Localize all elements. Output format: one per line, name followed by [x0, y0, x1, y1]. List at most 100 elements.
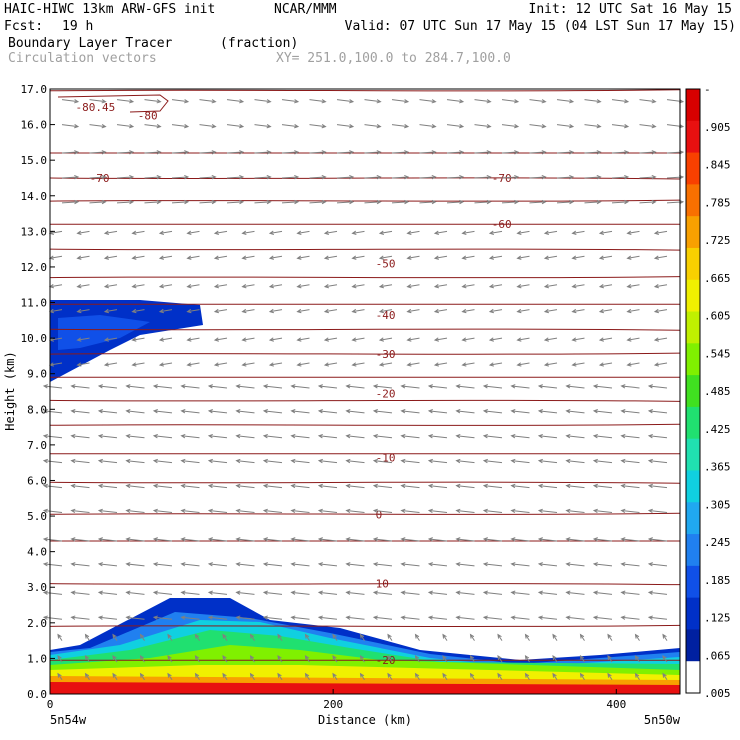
vector-arrow: [317, 537, 338, 542]
vector-arrow: [626, 308, 640, 314]
vector-arrow: [653, 362, 668, 367]
vector-arrow: [565, 562, 585, 567]
colorbar-frame: [685, 88, 701, 694]
vector-arrow: [152, 409, 173, 414]
vector-arrow: [372, 483, 393, 489]
vector-arrow: [268, 362, 283, 367]
vector-arrow: [268, 230, 283, 235]
colorbar-label: .065: [704, 649, 731, 662]
vector-arrow: [639, 99, 657, 104]
vector-arrow: [529, 123, 547, 129]
vector-arrow: [592, 458, 613, 464]
field1-units: (fraction): [220, 36, 299, 51]
colorbar-label: .425: [704, 423, 731, 436]
vector-arrow: [647, 433, 668, 439]
vector-arrow: [290, 615, 310, 620]
vector-arrow: [433, 255, 448, 260]
vector-arrow: [537, 537, 558, 542]
vector-arrow: [634, 633, 640, 641]
vector-arrow: [571, 362, 585, 367]
vector-arrow: [537, 590, 558, 595]
vector-arrow: [281, 199, 300, 205]
vector-arrow: [391, 99, 410, 104]
vector-arrow: [510, 537, 530, 542]
vector-arrow: [171, 123, 190, 129]
vector-arrow: [579, 633, 585, 641]
vector-arrow: [372, 508, 393, 514]
temperature-contour-line: [49, 89, 681, 92]
temperature-contour-line: [49, 624, 681, 628]
vector-arrow: [571, 255, 585, 260]
y-tick-label: 16.0: [21, 119, 48, 132]
vector-arrow: [647, 562, 668, 567]
vector-arrow: [125, 433, 145, 439]
vector-arrow: [391, 174, 410, 180]
vector-arrow: [427, 458, 448, 464]
vector-arrow: [309, 150, 327, 155]
vector-arrow: [207, 615, 228, 620]
vector-arrow: [461, 284, 475, 289]
vector-arrow: [103, 362, 118, 367]
contour-label: -30: [376, 348, 396, 361]
vector-arrow: [70, 508, 90, 514]
vector-arrow: [139, 672, 145, 681]
vector-arrow: [455, 384, 475, 389]
vector-arrow: [482, 562, 503, 567]
vector-arrow: [364, 123, 382, 129]
vector-arrow: [537, 384, 558, 389]
vector-arrow: [180, 537, 200, 542]
vector-arrow: [125, 458, 145, 464]
vector-arrow: [171, 174, 190, 180]
vector-arrow: [207, 409, 228, 414]
vector-arrow: [317, 433, 338, 439]
vector-arrow: [364, 174, 382, 180]
vector-arrow: [556, 123, 575, 129]
vector-arrow: [433, 362, 448, 367]
colorbar-label: .545: [704, 347, 731, 360]
vector-arrow: [510, 458, 530, 464]
vector-arrow: [84, 655, 90, 663]
vector-arrow: [391, 199, 410, 205]
vector-arrow: [309, 199, 327, 205]
colorbar-label: .305: [704, 498, 731, 511]
vector-arrow: [290, 537, 310, 542]
contour-label: -20: [376, 387, 396, 400]
vector-arrow: [296, 255, 310, 260]
vector-arrow: [254, 123, 272, 129]
vector-arrow: [262, 433, 283, 439]
y-tick-label: 17.0: [21, 83, 48, 96]
vector-arrow: [446, 174, 465, 180]
vector-arrow: [290, 458, 310, 464]
vector-arrow: [488, 337, 503, 342]
vector-arrow: [116, 99, 135, 104]
vector-arrow: [474, 199, 492, 205]
vector-arrow: [281, 99, 300, 104]
vector-arrow: [213, 230, 228, 235]
vector-arrow: [556, 174, 575, 180]
vector-arrow: [414, 672, 420, 681]
vector-arrow: [351, 362, 365, 367]
vector-arrow: [152, 562, 173, 567]
vector-arrow: [125, 384, 145, 389]
vector-arrow: [427, 590, 448, 595]
vector-arrow: [414, 655, 420, 663]
vector-arrow: [84, 672, 90, 681]
vector-arrow: [199, 150, 217, 155]
vector-arrow: [171, 150, 190, 155]
vector-arrow: [378, 362, 393, 367]
vector-arrow: [565, 458, 585, 464]
colorbar-swatch: [686, 343, 700, 376]
vector-arrow: [89, 174, 107, 180]
contour-label: -80: [138, 110, 158, 123]
contour-label: -80.45: [75, 101, 115, 114]
vector-arrow: [524, 672, 530, 681]
vector-arrow: [296, 284, 310, 289]
vector-arrow: [552, 633, 558, 641]
vector-arrow: [70, 433, 90, 439]
vector-arrow: [364, 150, 382, 155]
vector-arrow: [144, 199, 162, 205]
vector-arrow: [543, 337, 558, 342]
vector-arrow: [345, 537, 365, 542]
vector-arrow: [199, 199, 217, 205]
vector-arrow: [268, 255, 283, 260]
